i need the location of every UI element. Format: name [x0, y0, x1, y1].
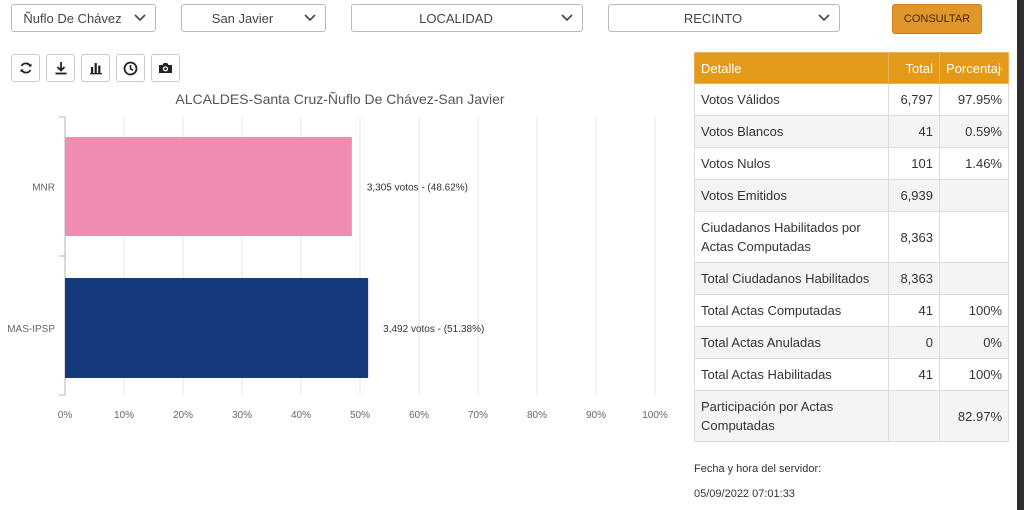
localidad-group-select[interactable]: San Javier: [181, 4, 326, 32]
table-header-row: Detalle Total Porcentaje: [693, 52, 1010, 84]
table-row: Votos Válidos 6,797 97.95%: [693, 83, 1010, 116]
chevron-down-icon: [561, 14, 573, 22]
municipio-select[interactable]: Ñuflo De Chávez: [11, 4, 156, 32]
x-tick-label: 20%: [173, 410, 193, 421]
header-detalle: Detalle: [693, 52, 890, 84]
localidad-value: LOCALIDAD: [419, 10, 493, 26]
row-total: 6,797: [888, 83, 940, 116]
x-tick-label: 10%: [114, 410, 134, 421]
refresh-button[interactable]: [11, 54, 40, 82]
x-tick-label: 90%: [586, 410, 606, 421]
bar-mas-ipsp: [65, 278, 369, 378]
header-porcentaje: Porcentaje: [938, 52, 1010, 84]
row-total: 6,939: [888, 179, 940, 212]
row-percentage: [938, 179, 1010, 212]
row-total: 41: [888, 358, 940, 391]
history-button[interactable]: [116, 54, 145, 82]
row-total: 41: [888, 294, 940, 327]
row-label: Total Ciudadanos Habilitados: [693, 262, 890, 295]
bar-chart-icon: [89, 63, 102, 75]
row-label: Ciudadanos Habilitados por Actas Computa…: [693, 211, 890, 263]
row-total: 101: [888, 147, 940, 180]
refresh-icon: [20, 62, 31, 74]
chart-title: ALCALDES-Santa Cruz-Ñuflo De Chávez-San …: [175, 91, 505, 107]
chevron-down-icon: [818, 14, 830, 22]
row-percentage: 100%: [938, 358, 1010, 391]
server-time-label: Fecha y hora del servidor:: [694, 463, 822, 475]
bar-data-label: 3,492 votos - (51.38%): [383, 324, 484, 335]
row-percentage: [938, 211, 1010, 263]
row-percentage: 97.95%: [938, 83, 1010, 116]
row-label: Total Actas Habilitadas: [693, 358, 890, 391]
table-row: Votos Emitidos 6,939: [693, 179, 1010, 212]
server-time-value: 05/09/2022 07:01:33: [694, 488, 795, 500]
row-label: Total Actas Anuladas: [693, 326, 890, 359]
table-row: Ciudadanos Habilitados por Actas Computa…: [693, 211, 1010, 263]
recinto-select[interactable]: RECINTO: [608, 4, 840, 32]
chevron-down-icon: [134, 14, 146, 22]
row-percentage: 1.46%: [938, 147, 1010, 180]
chevron-down-icon: [304, 14, 316, 22]
detail-table: Detalle Total Porcentaje Votos Válidos 6,…: [693, 52, 1010, 442]
table-row: Participación por Actas Computadas 82.97%: [693, 390, 1010, 442]
table-row: Total Ciudadanos Habilitados 8,363: [693, 262, 1010, 295]
table-row: Votos Blancos 41 0.59%: [693, 115, 1010, 148]
x-tick-label: 30%: [232, 410, 252, 421]
row-total: 8,363: [888, 262, 940, 295]
header-total: Total: [888, 52, 940, 84]
download-button[interactable]: [46, 54, 75, 82]
row-total: 41: [888, 115, 940, 148]
row-label: Votos Blancos: [693, 115, 890, 148]
window-edge: [1017, 0, 1024, 510]
table-row: Total Actas Anuladas 0 0%: [693, 326, 1010, 359]
row-percentage: 100%: [938, 294, 1010, 327]
table-row: Total Actas Computadas 41 100%: [693, 294, 1010, 327]
row-label: Votos Válidos: [693, 83, 890, 116]
table-row: Total Actas Habilitadas 41 100%: [693, 358, 1010, 391]
x-tick-label: 60%: [409, 410, 429, 421]
row-label: Votos Emitidos: [693, 179, 890, 212]
provincia-sub-value: San Javier: [211, 10, 274, 26]
x-tick-label: 0%: [58, 410, 73, 421]
row-total: 0: [888, 326, 940, 359]
bar-mnr: [65, 137, 352, 236]
clock-icon: [123, 61, 138, 75]
bar-data-label: 3,305 votos - (48.62%): [367, 183, 468, 194]
row-total: [888, 390, 940, 442]
recinto-value: RECINTO: [683, 10, 743, 26]
row-percentage: 0.59%: [938, 115, 1010, 148]
download-icon: [55, 62, 66, 75]
y-category-label: MAS-IPSP: [7, 324, 55, 335]
row-percentage: 0%: [938, 326, 1010, 359]
camera-icon: [159, 63, 172, 73]
chart-type-button[interactable]: [81, 54, 110, 82]
bar-chart: 0% 10% 20% 30% 40% 50% 60% 70% 80% 90% 100% MNR 3,30…: [7, 116, 668, 421]
consultar-button[interactable]: CONSULTAR: [892, 4, 982, 34]
row-percentage: 82.97%: [938, 390, 1010, 442]
row-label: Participación por Actas Computadas: [693, 390, 890, 442]
x-tick-label: 100%: [642, 410, 668, 421]
row-percentage: [938, 262, 1010, 295]
header-porcentaje-text: Porcentaje: [945, 60, 1002, 76]
x-tick-label: 70%: [468, 410, 488, 421]
municipio-value: Ñuflo De Chávez: [23, 10, 122, 26]
row-label: Total Actas Computadas: [693, 294, 890, 327]
table-row: Votos Nulos 101 1.46%: [693, 147, 1010, 180]
screenshot-button[interactable]: [151, 54, 180, 82]
x-tick-label: 40%: [291, 410, 311, 421]
x-tick-label: 80%: [527, 410, 547, 421]
row-total: 8,363: [888, 211, 940, 263]
row-label: Votos Nulos: [693, 147, 890, 180]
localidad-select[interactable]: LOCALIDAD: [351, 4, 583, 32]
x-tick-label: 50%: [350, 410, 370, 421]
y-category-label: MNR: [32, 183, 55, 194]
